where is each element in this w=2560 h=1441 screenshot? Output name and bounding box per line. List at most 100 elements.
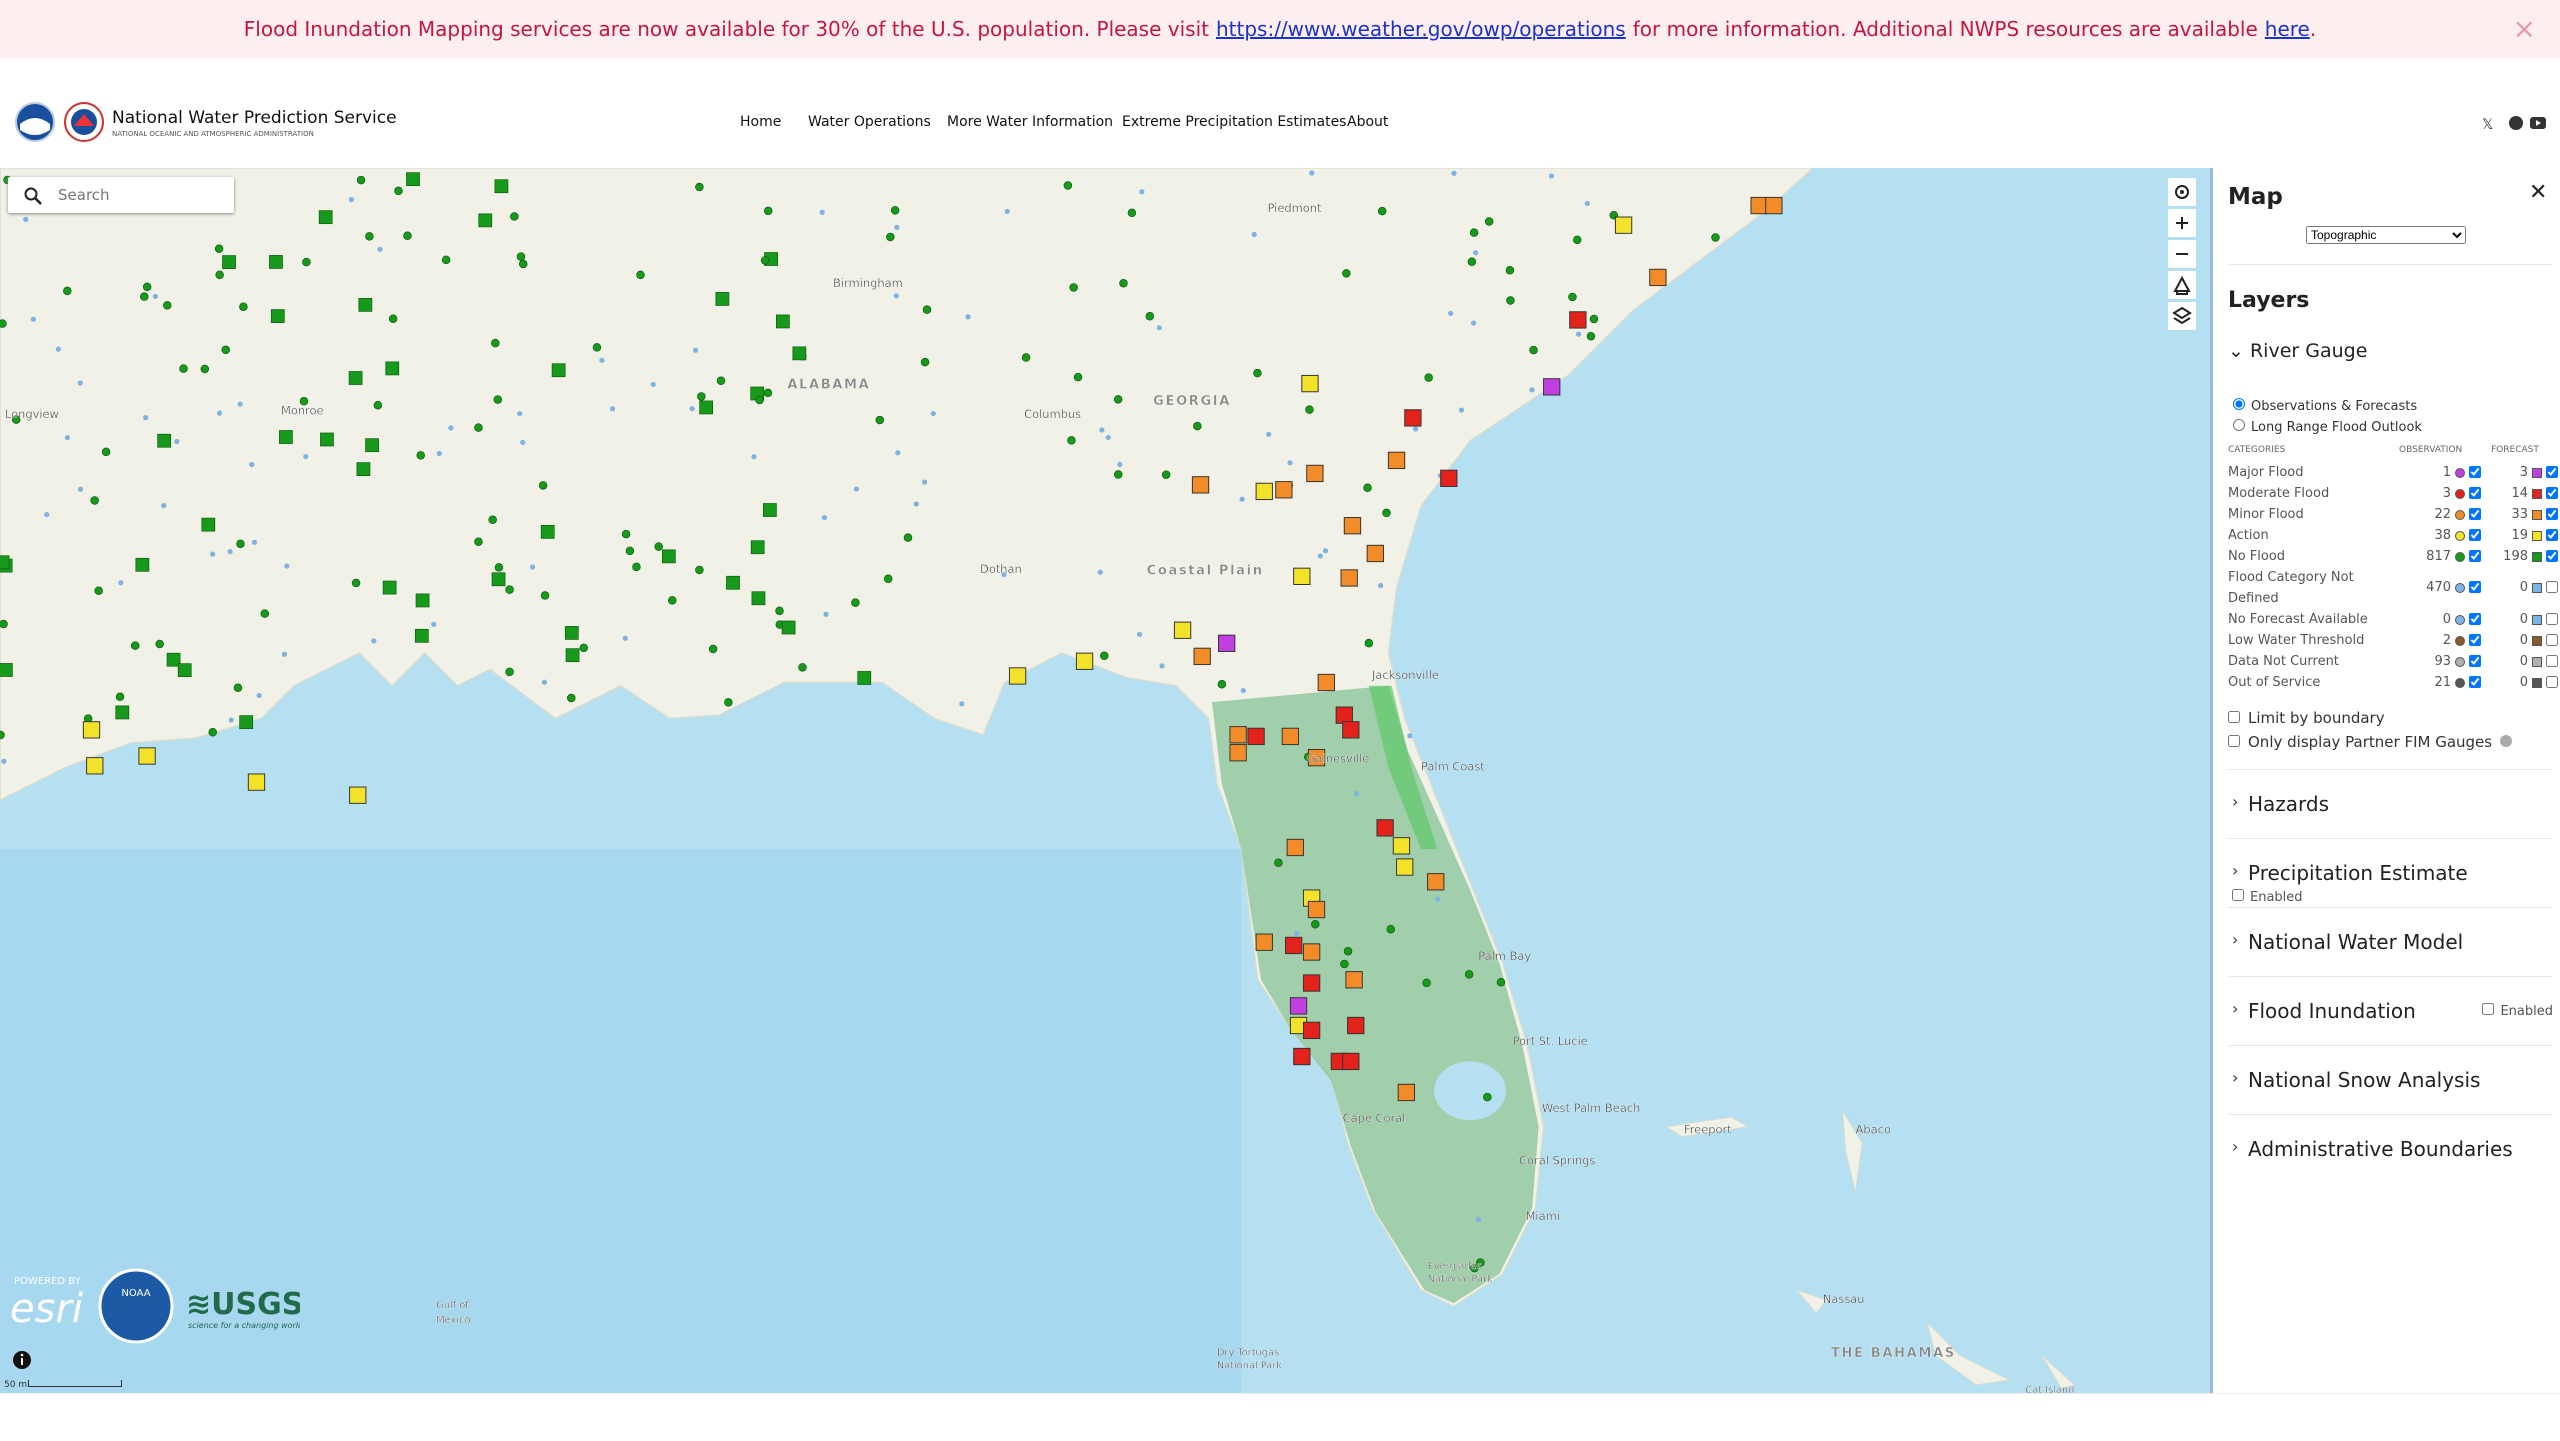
section-title: National Snow Analysis <box>2248 1068 2481 1092</box>
category-checkbox[interactable] <box>2469 466 2481 478</box>
layer-section[interactable]: › National Snow Analysis <box>2228 1045 2553 1114</box>
category-checkbox[interactable] <box>2469 529 2481 541</box>
gauge-square <box>1284 936 1303 955</box>
option-checkbox[interactable] <box>2228 711 2240 723</box>
category-checkbox[interactable] <box>2546 613 2558 625</box>
gauge-dot <box>77 486 84 492</box>
gauge-dot <box>751 454 757 460</box>
gauge-dot <box>474 423 483 432</box>
mode-option[interactable]: Observations & Forecasts <box>2233 398 2558 419</box>
river-gauge-title[interactable]: ⌄ River Gauge <box>2228 340 2367 362</box>
banner-close[interactable]: × <box>2512 12 2536 45</box>
category-checkbox[interactable] <box>2546 466 2558 478</box>
map[interactable]: Piedmont Birmingham ALABAMA GEORGIA Columbus… <box>0 168 2210 1393</box>
enabled-checkbox[interactable] <box>2232 889 2244 901</box>
category-checkbox[interactable] <box>2469 508 2481 520</box>
option-checkbox[interactable] <box>2228 735 2240 747</box>
gauge-dot <box>695 182 704 192</box>
layer-section[interactable]: › Flood Inundation Enabled <box>2228 976 2553 1045</box>
enabled-toggle[interactable]: Enabled <box>2482 1003 2553 1019</box>
category-name: No Flood <box>2228 549 2286 564</box>
category-checkbox[interactable] <box>2469 613 2481 625</box>
table-header: CATEGORIES <box>2228 445 2286 455</box>
category-checkbox[interactable] <box>2546 487 2558 499</box>
map-label: Coastal Plain <box>1147 564 1264 579</box>
gauge-dot <box>1342 269 1351 278</box>
gauge-dot <box>1464 970 1474 979</box>
mode-radio[interactable] <box>2233 398 2245 410</box>
category-checkbox[interactable] <box>2469 487 2481 499</box>
gauge-dot <box>540 591 550 600</box>
gauge-dot <box>1105 434 1111 441</box>
table-header: OBSERVATION <box>2399 445 2463 455</box>
info-icon[interactable] <box>12 1350 32 1370</box>
gauge-dot <box>130 641 140 650</box>
social-icons[interactable]: 𝕏 <box>2480 114 2550 134</box>
chevron: › <box>2232 792 2239 811</box>
gauge-dot <box>930 410 936 417</box>
gauge-dot <box>1435 896 1441 902</box>
mode-radio[interactable] <box>2233 419 2245 431</box>
count: 93 <box>2434 654 2451 669</box>
nav-item[interactable]: More Water Information <box>947 114 1114 130</box>
category-checkbox[interactable] <box>2469 676 2481 688</box>
layer-section[interactable]: › Precipitation Estimate Enabled <box>2228 838 2553 907</box>
category-checkbox[interactable] <box>2469 634 2481 646</box>
map-label: Mexico <box>436 1315 470 1326</box>
category-checkbox[interactable] <box>2469 550 2481 562</box>
gauge-dot <box>893 293 899 299</box>
layer-section[interactable]: › Hazards <box>2228 769 2553 838</box>
gauge-dot <box>903 533 913 542</box>
category-checkbox[interactable] <box>2469 581 2481 593</box>
chevron: › <box>2232 999 2239 1018</box>
gauge-square <box>138 747 156 765</box>
category-checkbox[interactable] <box>2546 655 2558 667</box>
category-checkbox[interactable] <box>2546 529 2558 541</box>
option[interactable]: Limit by boundary <box>2228 709 2553 730</box>
banner-link[interactable]: https://www.weather.gov/owp/operations <box>1215 17 1626 41</box>
gauge-dot <box>142 282 152 292</box>
category-checkbox[interactable] <box>2546 508 2558 520</box>
category-checkbox[interactable] <box>2546 550 2558 562</box>
gauge-dot <box>493 395 503 404</box>
map-controls[interactable] <box>2168 178 2196 338</box>
gauge-dot <box>394 186 403 196</box>
panel-close[interactable]: ✕ <box>2529 180 2548 205</box>
layer-section[interactable]: › National Water Model <box>2228 907 2553 976</box>
gauge-dot <box>1584 200 1590 207</box>
gauge-dot <box>625 546 635 556</box>
layer-section[interactable]: › Administrative Boundaries <box>2228 1114 2553 1183</box>
option[interactable]: Only display Partner FIM Gauges <box>2228 733 2553 754</box>
mode-option[interactable]: Long Range Flood Outlook <box>2233 419 2558 440</box>
category-checkbox[interactable] <box>2469 655 2481 667</box>
gauge-dot <box>1309 170 1315 176</box>
enabled-checkbox[interactable] <box>2482 1003 2495 1015</box>
nav-item[interactable]: About <box>1347 114 1389 130</box>
gauge-dot <box>1568 292 1577 302</box>
nav-item[interactable]: Water Operations <box>808 114 931 130</box>
nav-item[interactable]: Home <box>740 114 782 130</box>
nav-item[interactable]: Extreme Precipitation Estimates <box>1122 114 1347 130</box>
obs-symbol <box>2455 583 2465 593</box>
gauge-square <box>1614 216 1633 234</box>
gauge-square <box>1008 667 1027 685</box>
gauge-dot <box>302 257 311 267</box>
gauge-dot <box>1001 572 1007 578</box>
basemap-select[interactable]: Topographic <box>2306 226 2466 244</box>
map-label: Cat Island <box>2025 1385 2074 1393</box>
gauge-dot <box>1159 663 1165 669</box>
category-checkbox[interactable] <box>2546 634 2558 646</box>
gauge-dot <box>650 381 656 387</box>
map-canvas[interactable]: Piedmont Birmingham ALABAMA GEORGIA Columbus… <box>0 168 2210 1393</box>
banner-link[interactable]: here <box>2264 17 2310 41</box>
obs-symbol <box>2455 615 2465 625</box>
category-checkbox[interactable] <box>2546 581 2558 593</box>
gauge-dot <box>1097 569 1103 575</box>
gauge-dot <box>823 611 829 617</box>
map-label: ALABAMA <box>787 378 870 393</box>
gauge-square <box>1281 727 1300 746</box>
enabled-toggle[interactable]: Enabled <box>2232 889 2303 905</box>
gauge-dot <box>1217 680 1227 689</box>
category-checkbox[interactable] <box>2546 676 2558 688</box>
search-box[interactable]: Search <box>8 177 234 213</box>
